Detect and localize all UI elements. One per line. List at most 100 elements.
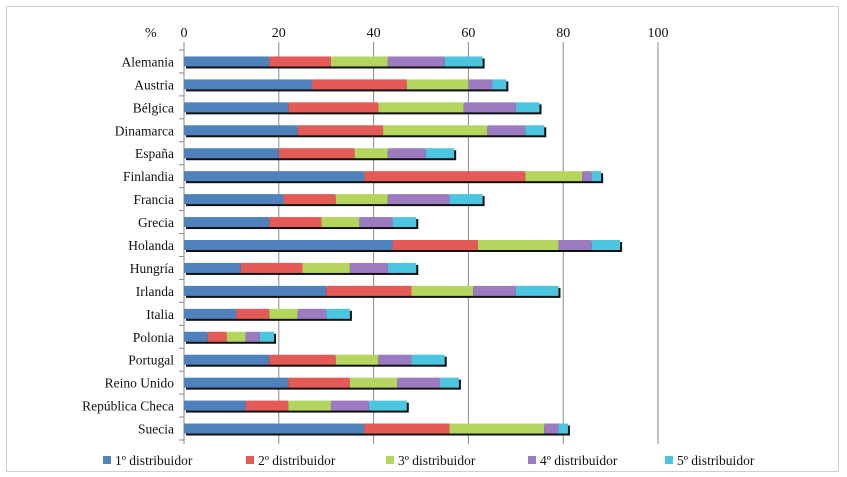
- bar-holanda-series-3: [477, 240, 559, 250]
- bar-suecia-series-4: [544, 423, 559, 434]
- category-label-irlanda: Irlanda: [136, 284, 174, 299]
- bar-austria-series-1: [184, 79, 312, 90]
- bar-grecia-series-4: [359, 217, 393, 228]
- bar-espana-series-5: [425, 148, 455, 159]
- bar-polonia-series-4: [245, 331, 260, 342]
- bar-espana-series-2: [278, 148, 355, 159]
- bar-hungria-series-1: [184, 262, 241, 273]
- bar-reino-unido-series-5: [439, 377, 459, 388]
- bar-espana-series-1: [184, 148, 279, 159]
- bar-belgica-series-1: [184, 102, 289, 113]
- bar-suecia-series-5: [558, 423, 568, 434]
- bar-suecia-series-2: [364, 423, 450, 434]
- x-tick-label-0: 0: [181, 26, 188, 41]
- x-tick-label-100: 100: [648, 26, 669, 41]
- x-tick-label-20: 20: [272, 26, 286, 41]
- bar-belgica-series-3: [378, 102, 464, 113]
- bar-polonia-series-2: [207, 331, 227, 342]
- bar-dinamarca-series-5: [525, 125, 545, 136]
- category-label-reino-unido: Reino Unido: [105, 376, 175, 391]
- bar-finlandia-series-1: [184, 171, 365, 182]
- bar-republica-checa-series-4: [330, 400, 369, 411]
- bar-polonia-series-5: [259, 331, 275, 342]
- bar-francia-series-1: [184, 194, 284, 205]
- bar-belgica-series-2: [288, 102, 379, 113]
- bar-italia-series-2: [236, 308, 270, 319]
- bar-reino-unido-series-2: [288, 377, 350, 388]
- unit-label: %: [145, 26, 157, 41]
- bar-alemania-series-1: [184, 56, 270, 67]
- category-label-finlandia: Finlandia: [123, 169, 174, 184]
- bar-irlanda-series-2: [326, 285, 412, 296]
- bar-republica-checa-series-1: [184, 400, 246, 411]
- x-tick-label-40: 40: [367, 26, 381, 41]
- category-label-grecia: Grecia: [138, 215, 174, 230]
- bar-dinamarca-series-2: [297, 125, 384, 136]
- bar-finlandia-series-5: [591, 171, 602, 182]
- bar-finlandia-series-4: [582, 171, 592, 182]
- bar-reino-unido-series-4: [397, 377, 440, 388]
- chart-frame: [6, 6, 839, 472]
- legend-label-3: 3º distribuidor: [398, 453, 476, 468]
- category-label-polonia: Polonia: [133, 330, 174, 345]
- bar-alemania-series-3: [330, 56, 388, 67]
- category-label-francia: Francia: [134, 192, 174, 207]
- bar-hungria-series-4: [349, 262, 388, 273]
- x-tick-labels: 0 20 40 60 80 100: [181, 26, 669, 41]
- bar-italia-series-3: [269, 308, 298, 319]
- x-tick-label-80: 80: [556, 26, 570, 41]
- category-label-alemania: Alemania: [122, 54, 174, 69]
- bar-suecia-series-3: [449, 423, 545, 434]
- category-label-espana: España: [135, 146, 174, 161]
- bar-dinamarca-series-1: [184, 125, 298, 136]
- bar-alemania-series-4: [387, 56, 445, 67]
- bar-grecia-series-3: [321, 217, 360, 228]
- legend-swatch-2: [246, 456, 254, 464]
- bar-suecia-series-1: [184, 423, 365, 434]
- category-label-belgica: Bélgica: [133, 100, 174, 115]
- bar-hungria-series-3: [302, 262, 350, 273]
- bar-portugal-series-2: [269, 354, 336, 365]
- bar-irlanda-series-5: [515, 285, 559, 296]
- bars: [184, 56, 623, 436]
- legend-swatch-3: [386, 456, 394, 464]
- bar-portugal-series-3: [335, 354, 379, 365]
- bar-austria-series-5: [492, 79, 507, 90]
- bar-dinamarca-series-3: [383, 125, 488, 136]
- legend-label-2: 2º distribuidor: [258, 453, 336, 468]
- category-labels: Alemania Austria Bélgica Dinamarca España Fin…: [82, 54, 174, 436]
- legend-swatch-5: [665, 456, 673, 464]
- legend: 1º distribuidor 2º distribuidor 3º distrib…: [103, 453, 755, 468]
- bar-portugal-series-1: [184, 354, 270, 365]
- bar-alemania-series-5: [444, 56, 483, 67]
- bar-italia-series-5: [326, 308, 350, 319]
- bar-dinamarca-series-4: [487, 125, 526, 136]
- bar-grecia-series-1: [184, 217, 270, 228]
- legend-label-1: 1º distribuidor: [115, 453, 193, 468]
- bar-hungria-series-2: [240, 262, 303, 273]
- bar-italia-series-1: [184, 308, 237, 319]
- bar-irlanda-series-3: [411, 285, 474, 296]
- category-label-republica-checa: República Checa: [82, 399, 174, 414]
- category-label-suecia: Suecia: [138, 422, 174, 437]
- legend-swatch-4: [528, 456, 536, 464]
- bar-finlandia-series-2: [364, 171, 526, 182]
- category-label-holanda: Holanda: [128, 238, 174, 253]
- legend-label-5: 5º distribuidor: [677, 453, 755, 468]
- category-label-italia: Italia: [146, 307, 174, 322]
- bar-portugal-series-5: [411, 354, 445, 365]
- category-label-hungria: Hungría: [130, 261, 174, 276]
- bar-grecia-series-5: [392, 217, 417, 228]
- bar-irlanda-series-4: [473, 285, 516, 296]
- bar-francia-series-5: [449, 194, 483, 205]
- bar-irlanda-series-1: [184, 285, 327, 296]
- bar-polonia-series-1: [184, 331, 208, 342]
- bar-francia-series-2: [283, 194, 336, 205]
- bar-hungria-series-5: [387, 262, 417, 273]
- bar-francia-series-4: [387, 194, 450, 205]
- bar-polonia-series-3: [226, 331, 246, 342]
- bar-holanda-series-4: [558, 240, 592, 250]
- bar-reino-unido-series-1: [184, 377, 289, 388]
- category-label-austria: Austria: [134, 77, 174, 92]
